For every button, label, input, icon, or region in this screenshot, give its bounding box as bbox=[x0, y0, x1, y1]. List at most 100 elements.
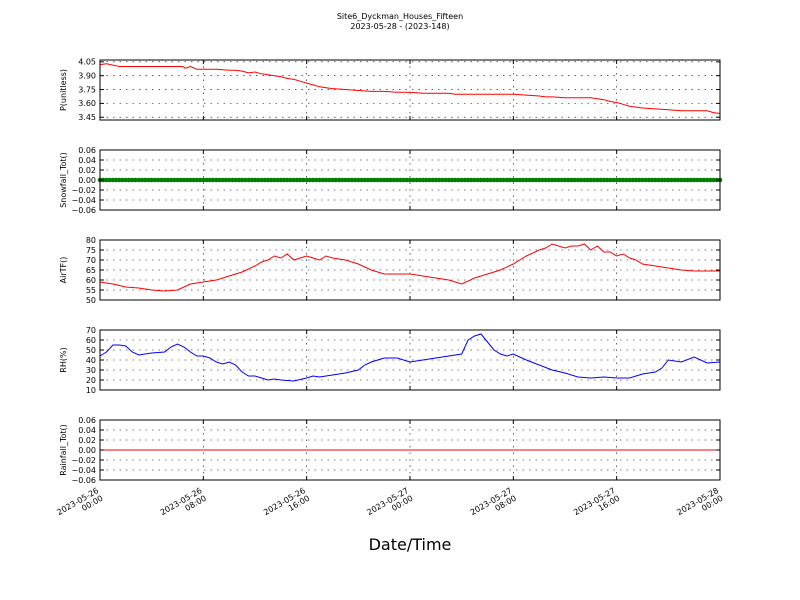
data-point bbox=[226, 177, 232, 183]
y-tick-label: 0.06 bbox=[78, 416, 96, 425]
data-point bbox=[624, 177, 629, 183]
data-point bbox=[178, 177, 183, 183]
data-point bbox=[420, 177, 426, 183]
data-point bbox=[146, 177, 151, 183]
data-point bbox=[672, 177, 678, 183]
y-tick-label: 60 bbox=[86, 336, 96, 345]
data-point bbox=[543, 177, 548, 183]
data-point bbox=[249, 177, 255, 183]
data-point bbox=[572, 177, 577, 183]
data-point bbox=[601, 177, 607, 183]
data-point bbox=[201, 177, 206, 183]
data-point bbox=[184, 177, 190, 183]
data-point bbox=[278, 177, 284, 183]
y-tick-label: −0.04 bbox=[71, 466, 96, 475]
data-point bbox=[236, 177, 242, 183]
data-point bbox=[436, 177, 442, 183]
data-point bbox=[272, 177, 277, 183]
data-point bbox=[214, 177, 219, 183]
y-tick-label: 50 bbox=[86, 296, 96, 305]
data-point bbox=[633, 177, 639, 183]
data-point bbox=[675, 177, 681, 183]
data-point bbox=[168, 177, 174, 183]
data-point bbox=[388, 177, 393, 183]
y-tick-label: 0.00 bbox=[78, 446, 96, 455]
data-point bbox=[239, 177, 245, 183]
data-point bbox=[637, 177, 642, 183]
data-point bbox=[281, 177, 287, 183]
y-tick-label: 50 bbox=[86, 346, 96, 355]
y-tick-label: 70 bbox=[86, 256, 96, 265]
data-point bbox=[333, 177, 339, 183]
data-point bbox=[524, 177, 529, 183]
y-tick-label: −0.02 bbox=[71, 456, 96, 465]
figure-subtitle: 2023-05-28 - (2023-148) bbox=[350, 22, 449, 31]
data-point bbox=[533, 177, 539, 183]
data-point bbox=[546, 177, 552, 183]
data-point bbox=[514, 177, 519, 183]
data-point bbox=[142, 177, 148, 183]
data-point bbox=[230, 177, 235, 183]
data-point bbox=[197, 177, 203, 183]
data-point bbox=[375, 177, 381, 183]
y-axis-label: Rainfall_Tot() bbox=[59, 424, 68, 476]
data-point bbox=[301, 177, 306, 183]
data-point bbox=[149, 177, 154, 183]
data-point bbox=[643, 177, 648, 183]
data-point bbox=[443, 177, 448, 183]
x-tick-label: 2023-05-2616:00 bbox=[262, 486, 311, 525]
data-point bbox=[462, 177, 468, 183]
data-point bbox=[414, 177, 419, 183]
data-point bbox=[465, 177, 471, 183]
y-tick-label: 70 bbox=[86, 326, 96, 335]
data-point bbox=[175, 177, 180, 183]
data-point bbox=[343, 177, 348, 183]
data-point bbox=[139, 177, 145, 183]
y-tick-label: 0.04 bbox=[78, 426, 96, 435]
series-line bbox=[99, 63, 721, 114]
y-tick-label: 55 bbox=[86, 286, 96, 295]
data-point bbox=[475, 177, 481, 183]
y-tick-label: 0.00 bbox=[78, 176, 96, 185]
data-point bbox=[452, 177, 458, 183]
y-tick-label: 80 bbox=[86, 236, 96, 245]
data-point bbox=[310, 177, 316, 183]
data-point bbox=[666, 177, 671, 183]
data-point bbox=[559, 177, 565, 183]
data-point bbox=[385, 177, 390, 183]
data-point bbox=[553, 177, 558, 183]
data-point bbox=[398, 177, 403, 183]
data-point bbox=[682, 177, 687, 183]
data-point bbox=[585, 177, 590, 183]
data-point bbox=[117, 177, 122, 183]
data-point bbox=[627, 177, 632, 183]
data-point bbox=[607, 177, 613, 183]
data-point bbox=[262, 177, 268, 183]
data-point bbox=[679, 177, 684, 183]
data-point bbox=[155, 177, 161, 183]
y-tick-label: −0.02 bbox=[71, 186, 96, 195]
data-point bbox=[314, 177, 319, 183]
data-point bbox=[410, 177, 416, 183]
data-point bbox=[349, 177, 355, 183]
y-tick-label: −0.06 bbox=[71, 206, 96, 215]
data-point bbox=[549, 177, 555, 183]
data-point bbox=[285, 177, 290, 183]
data-point bbox=[582, 177, 587, 183]
x-axis-tick-labels: 2023-05-2600:00 2023-05-2608:00 2023-05-26… bbox=[55, 486, 724, 525]
data-point bbox=[255, 177, 261, 183]
data-point bbox=[181, 177, 187, 183]
data-point bbox=[252, 177, 258, 183]
data-point bbox=[107, 177, 112, 183]
data-point bbox=[113, 177, 119, 183]
data-point bbox=[640, 177, 645, 183]
data-point bbox=[336, 177, 342, 183]
data-point bbox=[685, 177, 690, 183]
data-point bbox=[162, 177, 167, 183]
data-point bbox=[259, 177, 264, 183]
data-point bbox=[346, 177, 351, 183]
data-point bbox=[404, 177, 410, 183]
data-point bbox=[491, 177, 497, 183]
x-tick-label: 2023-05-2708:00 bbox=[469, 486, 518, 525]
